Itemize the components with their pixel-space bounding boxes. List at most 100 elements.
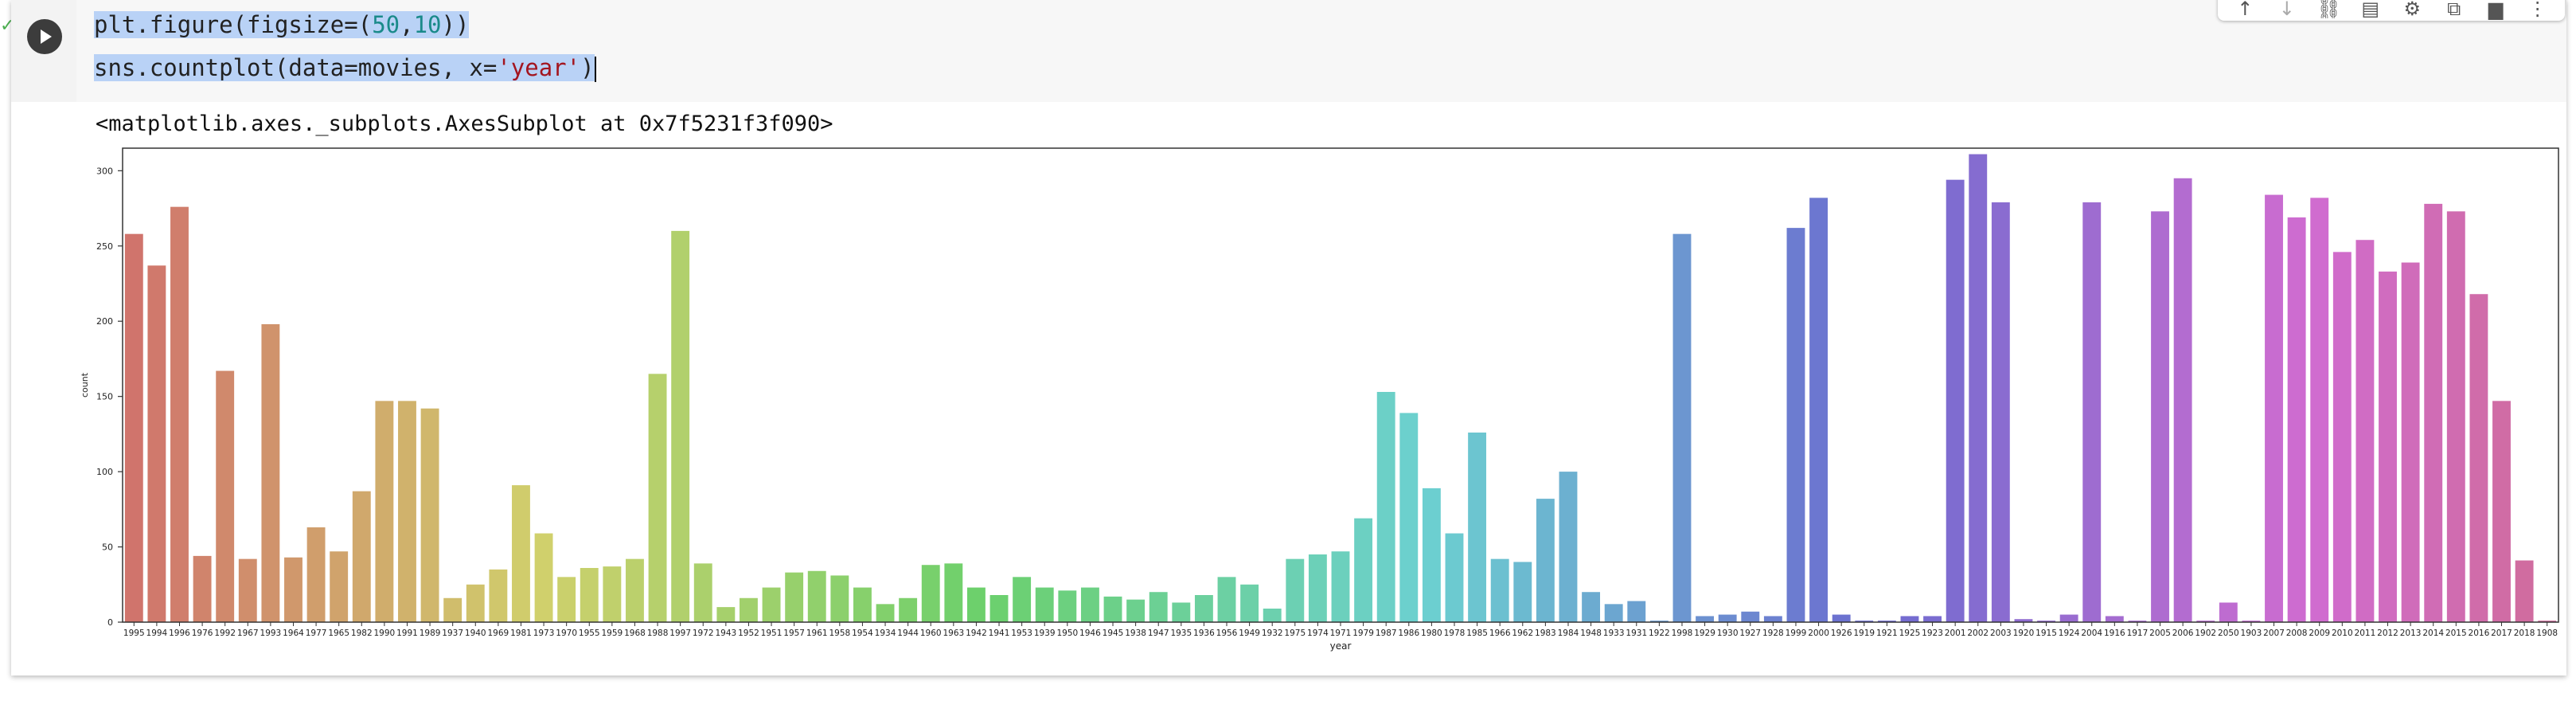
bar <box>216 370 235 622</box>
mirror-cell-icon[interactable]: ⧉ <box>2447 0 2461 20</box>
bar <box>2424 203 2443 622</box>
bar <box>1763 616 1782 622</box>
code-line-1[interactable]: plt.figure(figsize=(50,10)) <box>94 11 470 40</box>
x-tick-label: 1941 <box>989 629 1010 638</box>
bar <box>1445 533 1464 622</box>
x-tick-label: 1934 <box>875 629 896 638</box>
notebook-cell[interactable]: plt.figure(figsize=(50,10)) sns.countplo… <box>11 0 2566 676</box>
x-tick-label: 2050 <box>2218 629 2239 638</box>
x-tick-label: 1981 <box>510 629 532 638</box>
bar <box>785 572 804 622</box>
x-tick-label: 1971 <box>1330 629 1352 638</box>
x-tick-label: 1989 <box>420 629 441 638</box>
x-tick-label: 1974 <box>1307 629 1329 638</box>
x-tick-label: 1954 <box>852 629 873 638</box>
comment-icon[interactable]: ▤ <box>2361 0 2380 20</box>
bar <box>693 563 712 622</box>
x-tick-label: 1964 <box>283 629 304 638</box>
x-tick-label: 1973 <box>533 629 555 638</box>
bar <box>1263 609 1282 622</box>
code-editor[interactable]: plt.figure(figsize=(50,10)) sns.countplo… <box>76 0 2566 102</box>
bar <box>1786 228 1805 622</box>
x-tick-label: 1903 <box>2241 629 2262 638</box>
run-cell-button[interactable] <box>27 19 62 54</box>
x-tick-label: 1917 <box>2127 629 2149 638</box>
bar <box>147 265 166 622</box>
x-tick-label: 1991 <box>396 629 418 638</box>
x-tick-label: 1933 <box>1603 629 1625 638</box>
bar <box>1627 601 1646 622</box>
bar <box>2219 602 2238 622</box>
x-tick-label: 1950 <box>1056 629 1078 638</box>
x-tick-label: 1982 <box>351 629 373 638</box>
bar <box>1331 551 1350 622</box>
arrow-up-icon[interactable]: ↑ <box>2237 0 2254 20</box>
bar <box>2379 271 2397 622</box>
bar <box>557 577 576 622</box>
x-tick-label: 1902 <box>2195 629 2216 638</box>
code-number: 10 <box>413 11 442 38</box>
gear-icon[interactable]: ⚙ <box>2403 0 2421 20</box>
x-tick-label: 1942 <box>966 629 987 638</box>
x-tick-label: 1998 <box>1672 629 1693 638</box>
x-tick-label: 2007 <box>2263 629 2285 638</box>
x-tick-label: 1945 <box>1103 629 1124 638</box>
x-tick-label: 1963 <box>943 629 964 638</box>
delete-icon[interactable]: ▆ <box>2488 0 2504 20</box>
x-tick-label: 2012 <box>2377 629 2398 638</box>
x-tick-label: 1944 <box>897 629 919 638</box>
y-tick-label: 150 <box>96 392 113 402</box>
bar <box>1126 599 1146 622</box>
bar <box>1582 592 1601 622</box>
more-icon[interactable]: ⋮ <box>2527 0 2547 20</box>
bar <box>807 570 826 622</box>
x-tick-label: 2011 <box>2355 629 2376 638</box>
x-tick-label: 1960 <box>920 629 942 638</box>
x-tick-label: 1926 <box>1831 629 1852 638</box>
bar <box>921 565 940 622</box>
bar <box>2082 202 2102 622</box>
x-tick-label: 1967 <box>237 629 259 638</box>
x-tick-label: 1946 <box>1079 629 1101 638</box>
bar <box>2332 252 2352 622</box>
x-tick-label: 1986 <box>1398 629 1419 638</box>
bar <box>2469 294 2488 622</box>
code-line-2[interactable]: sns.countplot(data=movies, x='year') <box>94 54 596 83</box>
x-tick-label: 1953 <box>1011 629 1032 638</box>
code-token: plt.figure(figsize=( <box>94 11 373 38</box>
x-tick-label: 1985 <box>1466 629 1488 638</box>
link-icon[interactable]: ⛓ <box>2316 0 2341 20</box>
bar <box>2105 616 2124 622</box>
x-tick-label: 1947 <box>1148 629 1169 638</box>
bar <box>170 206 189 623</box>
bar <box>1354 518 1373 622</box>
y-tick-label: 250 <box>96 241 113 252</box>
bar <box>1513 562 1532 622</box>
x-tick-label: 1952 <box>738 629 759 638</box>
x-tick-label: 1920 <box>2013 629 2035 638</box>
x-tick-label: 1908 <box>2536 629 2558 638</box>
x-tick-label: 1955 <box>579 629 600 638</box>
bar <box>193 555 212 622</box>
x-tick-label: 1990 <box>374 629 396 638</box>
x-tick-label: 1970 <box>556 629 577 638</box>
x-tick-label: 1919 <box>1853 629 1875 638</box>
bar <box>2173 178 2192 622</box>
x-tick-label: 1951 <box>761 629 783 638</box>
x-tick-label: 2010 <box>2332 629 2353 638</box>
arrow-down-icon[interactable]: ↓ <box>2278 0 2295 20</box>
bar <box>489 569 508 622</box>
bar <box>1399 413 1419 622</box>
x-tick-label: 1987 <box>1376 629 1397 638</box>
x-tick-label: 1995 <box>123 629 145 638</box>
bar <box>2401 262 2420 622</box>
bar <box>876 604 895 622</box>
bar <box>443 597 463 622</box>
x-tick-label: 1927 <box>1739 629 1761 638</box>
x-tick-label: 1994 <box>146 629 168 638</box>
bar <box>671 230 690 622</box>
x-tick-label: 1972 <box>693 629 714 638</box>
x-tick-label: 1949 <box>1239 629 1260 638</box>
y-tick-label: 200 <box>96 316 113 327</box>
x-tick-label: 1996 <box>169 629 190 638</box>
